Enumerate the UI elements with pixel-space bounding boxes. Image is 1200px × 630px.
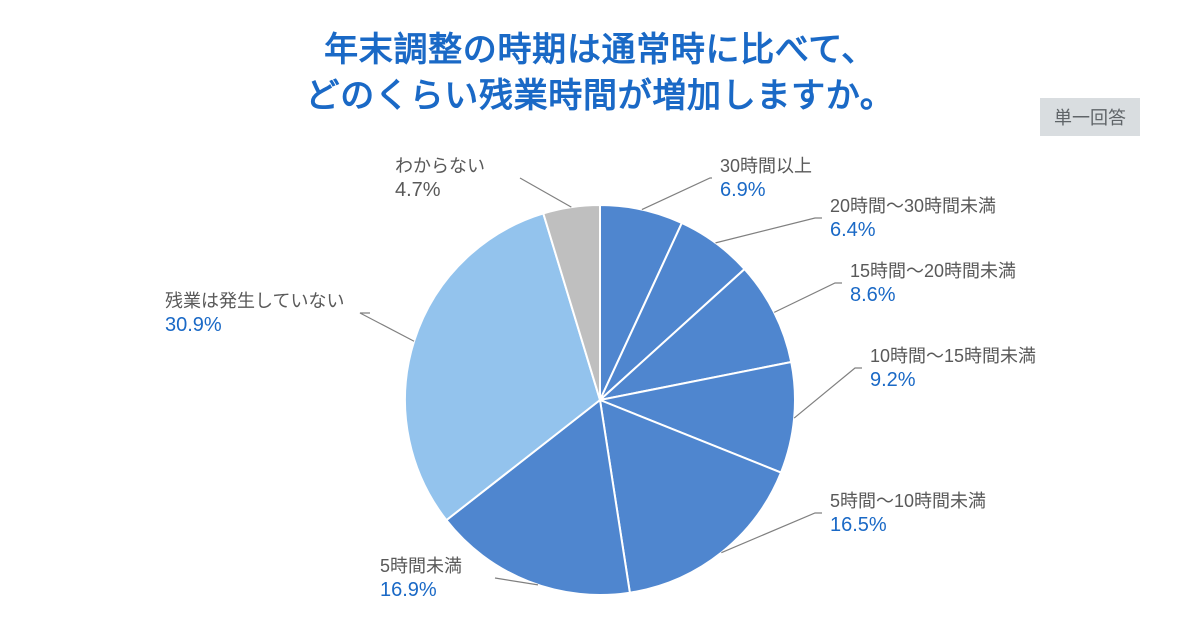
badge-text: 単一回答 xyxy=(1054,108,1126,128)
callout-unknown: わからない4.7% xyxy=(395,155,485,203)
callout-label: わからない xyxy=(395,155,485,178)
callout-label: 10時間～15時間未満 xyxy=(870,345,1036,368)
leader-10-15 xyxy=(794,368,862,418)
callout-percent: 6.9% xyxy=(720,178,812,203)
callout-percent: 4.7% xyxy=(395,178,485,203)
title-line-2: どのくらい残業時間が増加しますか。 xyxy=(306,77,895,115)
callout-label: 残業は発生していない xyxy=(165,290,344,313)
answer-type-badge: 単一回答 xyxy=(1040,98,1140,136)
callout-percent: 8.6% xyxy=(850,283,1016,308)
callout-label: 5時間～10時間未満 xyxy=(830,490,986,513)
callout-20-30: 20時間～30時間未満6.4% xyxy=(830,195,996,243)
callout-label: 5時間未満 xyxy=(380,555,462,578)
callout-5-10: 5時間～10時間未満16.5% xyxy=(830,490,986,538)
chart-stage: 年末調整の時期は通常時に比べて、 どのくらい残業時間が増加しますか。 単一回答 … xyxy=(0,0,1200,630)
callout-percent: 9.2% xyxy=(870,368,1036,393)
pie-chart xyxy=(403,203,797,597)
callout-percent: 30.9% xyxy=(165,313,344,338)
callout-label: 30時間以上 xyxy=(720,155,812,178)
callout-label: 20時間～30時間未満 xyxy=(830,195,996,218)
callout-percent: 6.4% xyxy=(830,218,996,243)
title-line-1: 年末調整の時期は通常時に比べて、 xyxy=(324,31,876,69)
callout-label: 15時間～20時間未満 xyxy=(850,260,1016,283)
callout-30+: 30時間以上6.9% xyxy=(720,155,812,203)
callout-none: 残業は発生していない30.9% xyxy=(165,290,344,338)
callout-15-20: 15時間～20時間未満8.6% xyxy=(850,260,1016,308)
chart-title: 年末調整の時期は通常時に比べて、 どのくらい残業時間が増加しますか。 xyxy=(0,28,1200,120)
callout-10-15: 10時間～15時間未満9.2% xyxy=(870,345,1036,393)
callout-lt5: 5時間未満16.9% xyxy=(380,555,462,603)
callout-percent: 16.5% xyxy=(830,513,986,538)
callout-percent: 16.9% xyxy=(380,578,462,603)
